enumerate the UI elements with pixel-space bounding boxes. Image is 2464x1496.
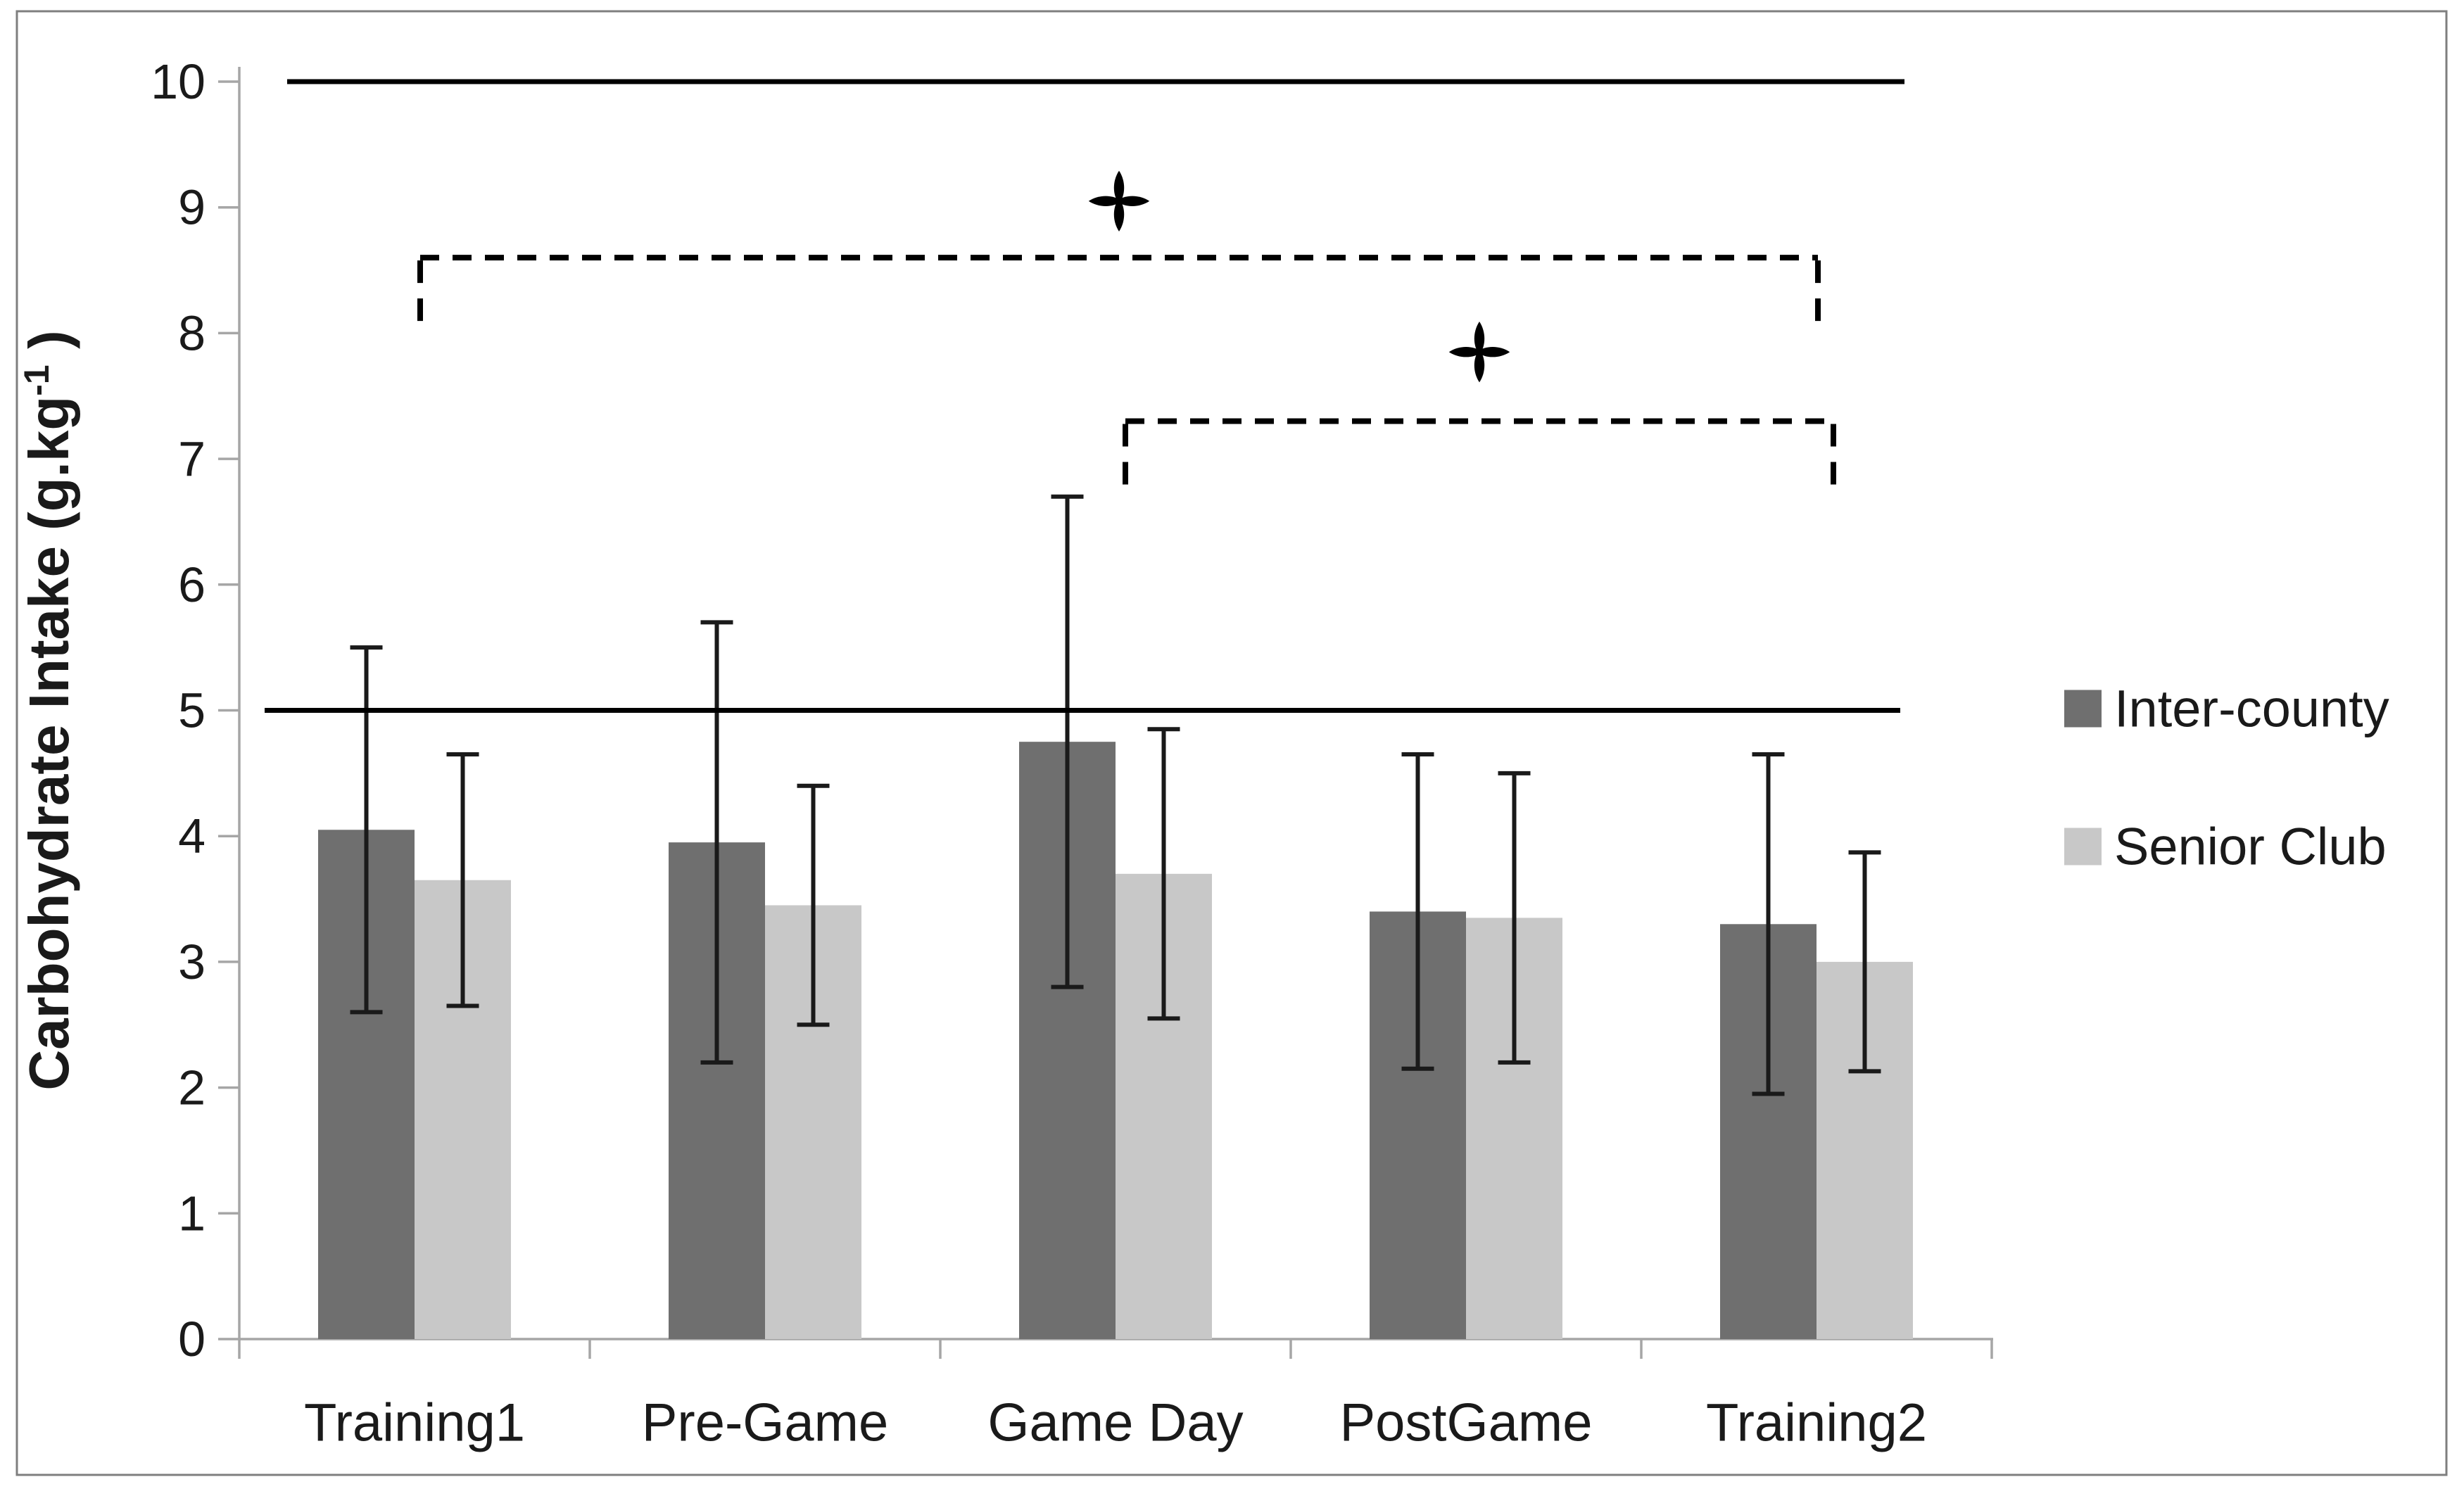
error-bar-senior-club-3 (1147, 727, 1180, 1021)
y-tick-label: 6 (178, 557, 206, 612)
y-tick-label: 1 (178, 1186, 206, 1241)
legend-swatch-inter-county (2064, 690, 2102, 728)
y-tick-label: 9 (178, 180, 206, 235)
symbol-petal (1448, 347, 1482, 357)
y-tick-label: 10 (151, 54, 206, 109)
y-tick-label: 2 (178, 1060, 206, 1115)
y-tick-label: 4 (178, 809, 206, 863)
symbol-petal (1113, 198, 1125, 232)
significance-bracket-2 (1123, 418, 1836, 486)
axes: 0 1 2 3 4 5 6 7 8 9 10 Training1 Pre-Game Game Day Pos… (151, 54, 1993, 1453)
symbol-petal (1474, 349, 1485, 383)
legend: Inter-county Senior Club (2064, 680, 2389, 876)
significance-symbol-2 (1448, 322, 1510, 383)
significance-bracket-1 (417, 255, 1821, 323)
symbol-petal (1474, 322, 1485, 355)
symbol-petal (1088, 196, 1122, 206)
category-label-5: Training2 (1706, 1393, 1927, 1453)
error-bar-senior-club-1 (446, 752, 479, 1008)
category-label-2: Pre-Game (642, 1393, 889, 1453)
figure-border (15, 10, 2448, 1476)
error-bar-senior-club-4 (1498, 771, 1531, 1065)
symbol-petal (1116, 196, 1150, 206)
y-tick-label: 8 (178, 305, 206, 360)
significance-symbol-1 (1088, 170, 1150, 232)
y-tick-label: 0 (178, 1312, 206, 1367)
y-tick-label: 3 (178, 934, 206, 989)
symbol-petal (1477, 347, 1510, 357)
error-bar-inter-county-5 (1752, 752, 1785, 1096)
legend-label-inter-county: Inter-county (2114, 680, 2389, 738)
legend-label-senior-club: Senior Club (2114, 818, 2387, 876)
y-axis-title: Carbohydrate Intake (g.kg-1 ) (17, 330, 80, 1090)
error-bars (350, 494, 1881, 1096)
error-bar-inter-county-4 (1401, 752, 1434, 1071)
category-label-3: Game Day (987, 1393, 1243, 1453)
category-label-1: Training1 (304, 1393, 525, 1453)
error-bar-inter-county-2 (700, 620, 733, 1065)
legend-swatch-senior-club (2064, 828, 2102, 866)
y-tick-label: 5 (178, 683, 206, 738)
error-bar-inter-county-3 (1051, 494, 1084, 989)
category-label-4: PostGame (1339, 1393, 1592, 1453)
symbol-petal (1113, 170, 1125, 204)
y-tick-label: 7 (178, 431, 206, 486)
error-bar-senior-club-2 (797, 783, 830, 1027)
error-bar-senior-club-5 (1848, 850, 1881, 1074)
